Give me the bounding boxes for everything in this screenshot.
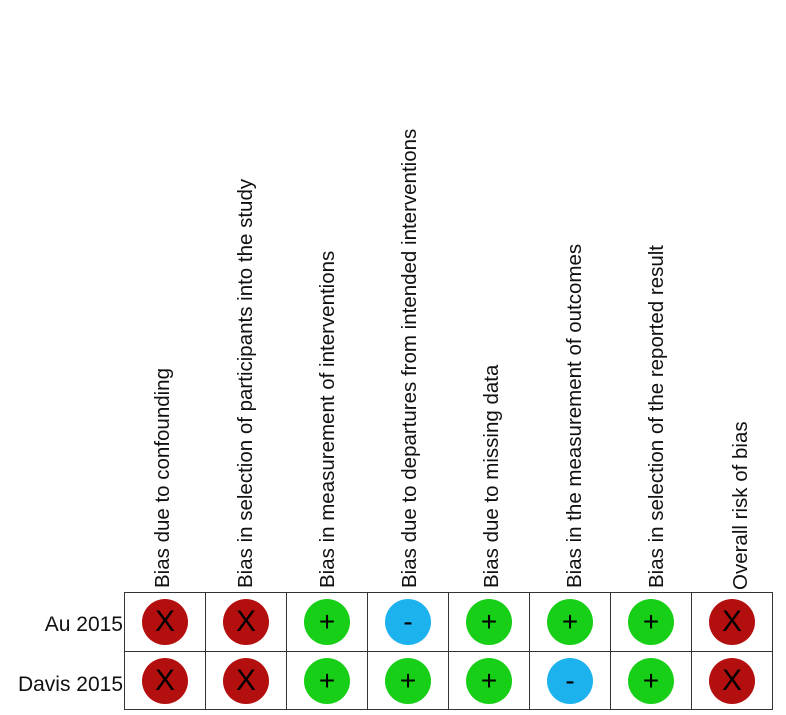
study-row: X X + + + - + X [124, 651, 773, 710]
judgement-unclear-icon: - [385, 599, 431, 645]
judgement-symbol: + [318, 606, 336, 637]
domain-header: Bias in selection of the reported result [645, 245, 668, 588]
judgement-symbol: X [721, 663, 742, 697]
judgement-low-icon: + [385, 657, 431, 704]
judgement-symbol: + [318, 664, 336, 696]
judgement-cell: X [691, 592, 773, 652]
judgement-cell: X [124, 592, 206, 652]
judgement-symbol: X [235, 663, 256, 697]
judgement-cell: + [286, 651, 368, 710]
risk-of-bias-grid: X X + - + + + X X X + + + - + X [124, 592, 773, 710]
domain-header: Bias due to departures from intended int… [398, 128, 421, 588]
judgement-low-icon: + [466, 599, 512, 645]
judgement-low-icon: + [466, 657, 512, 704]
judgement-symbol: + [561, 606, 579, 637]
judgement-symbol: X [154, 605, 175, 638]
domain-header: Bias in selection of participants into t… [234, 178, 257, 588]
domain-headers: Bias due to confounding Bias in selectio… [151, 128, 752, 590]
judgement-cell: X [691, 651, 773, 710]
study-label: Au 2015 [44, 613, 123, 636]
study-label: Davis 2015 [17, 673, 123, 696]
judgement-cell: + [610, 592, 692, 652]
judgement-cell: - [529, 651, 611, 710]
judgement-low-icon: + [628, 657, 674, 704]
judgement-symbol: X [235, 605, 256, 638]
judgement-unclear-icon: - [547, 657, 593, 704]
judgement-symbol: X [721, 605, 742, 638]
judgement-cell: + [448, 592, 530, 652]
judgement-symbol: + [642, 664, 660, 696]
judgement-cell: - [367, 592, 449, 652]
judgement-cell: X [124, 651, 206, 710]
domain-header: Bias in the measurement of outcomes [563, 243, 586, 588]
judgement-symbol: - [403, 606, 413, 637]
judgement-cell: + [286, 592, 368, 652]
judgement-high-icon: X [709, 599, 755, 645]
domain-header: Bias due to missing data [480, 364, 503, 588]
judgement-cell: + [448, 651, 530, 710]
judgement-symbol: X [154, 663, 175, 697]
judgement-symbol: + [480, 606, 498, 637]
judgement-high-icon: X [709, 657, 755, 704]
judgement-symbol: - [565, 664, 575, 696]
judgement-cell: + [529, 592, 611, 652]
judgement-cell: X [205, 651, 287, 710]
judgement-high-icon: X [223, 657, 269, 704]
domain-header: Bias in measurement of interventions [316, 250, 339, 588]
judgement-low-icon: + [304, 657, 350, 704]
judgement-high-icon: X [223, 599, 269, 645]
judgement-cell: + [367, 651, 449, 710]
judgement-symbol: + [642, 606, 660, 637]
judgement-cell: + [610, 651, 692, 710]
study-row: X X + - + + + X [124, 592, 773, 652]
judgement-low-icon: + [304, 599, 350, 645]
judgement-low-icon: + [547, 599, 593, 645]
judgement-symbol: + [399, 664, 417, 696]
judgement-low-icon: + [628, 599, 674, 645]
judgement-cell: X [205, 592, 287, 652]
judgement-symbol: + [480, 664, 498, 696]
judgement-high-icon: X [142, 599, 188, 645]
judgement-high-icon: X [142, 657, 188, 704]
domain-header: Bias due to confounding [151, 368, 174, 588]
domain-header: Overall risk of bias [729, 421, 752, 590]
